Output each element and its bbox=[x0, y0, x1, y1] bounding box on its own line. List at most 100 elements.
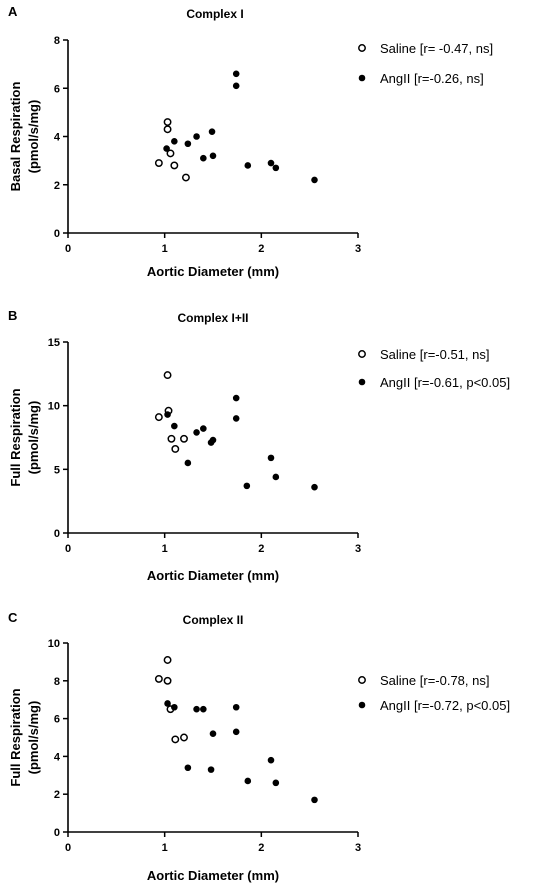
legend-saline-label: Saline [r= -0.47, ns] bbox=[380, 41, 493, 56]
x-tick-label: 2 bbox=[258, 243, 264, 255]
panel-b: B Complex I+II 0 5 10 15 0 1 2 3 Aortic Diameter (… bbox=[8, 308, 510, 583]
saline-point bbox=[180, 733, 188, 742]
angii-point bbox=[244, 777, 252, 785]
angii-point bbox=[193, 705, 200, 713]
x-tick-label: 0 bbox=[65, 842, 71, 854]
angii-point bbox=[232, 394, 240, 402]
angii-point bbox=[232, 703, 240, 711]
x-tick-label: 2 bbox=[258, 842, 264, 854]
legend-angii-marker bbox=[358, 74, 366, 82]
x-tick-label: 1 bbox=[162, 543, 168, 555]
chart-title: Complex I bbox=[186, 7, 243, 21]
angii-point bbox=[164, 411, 171, 418]
y-tick-label: 2 bbox=[54, 180, 60, 192]
angii-point bbox=[243, 482, 251, 490]
saline-point bbox=[163, 676, 172, 685]
saline-point bbox=[167, 434, 176, 443]
x-tick-label: 3 bbox=[355, 842, 361, 854]
angii-point bbox=[184, 764, 192, 772]
angii-point bbox=[207, 766, 215, 773]
y-tick-label: 5 bbox=[54, 464, 60, 476]
legend-saline-label: Saline [r=-0.51, ns] bbox=[380, 347, 489, 362]
x-tick-label: 1 bbox=[162, 842, 168, 854]
angii-point bbox=[171, 703, 178, 711]
angii-point bbox=[200, 154, 207, 162]
y-axis-label: Basal Respiration bbox=[8, 82, 23, 192]
y-tick-label: 2 bbox=[54, 789, 60, 801]
panel-letter: C bbox=[8, 610, 18, 625]
angii-point bbox=[200, 705, 207, 713]
saline-point bbox=[166, 149, 175, 158]
angii-point bbox=[184, 140, 192, 148]
panel-a: A Complex I 0 2 4 6 8 0 1 2 3 Aortic Diameter (mm) B… bbox=[8, 4, 493, 279]
y-tick-label: 10 bbox=[48, 401, 60, 413]
saline-point bbox=[163, 371, 172, 380]
legend-angii-label: AngII [r=-0.72, p<0.05] bbox=[380, 698, 510, 713]
x-axis-label: Aortic Diameter (mm) bbox=[147, 868, 279, 883]
y-tick-label: 6 bbox=[54, 83, 60, 95]
y-axis-label: Full Respiration bbox=[8, 688, 23, 786]
legend-angii-marker bbox=[358, 701, 366, 709]
y-axis-unit-label: (pmol/s/mg) bbox=[26, 100, 41, 174]
y-tick-label: 10 bbox=[48, 638, 60, 650]
saline-point bbox=[163, 656, 172, 664]
saline-point bbox=[171, 445, 180, 453]
saline-point bbox=[181, 173, 190, 182]
angii-point bbox=[232, 415, 240, 422]
angii-point bbox=[171, 138, 178, 145]
y-tick-label: 0 bbox=[54, 827, 60, 839]
panel-c: C Complex II 0 2 4 6 8 10 0 1 2 3 Aortic Diameter (m… bbox=[8, 610, 510, 883]
angii-point bbox=[193, 133, 200, 140]
saline-point bbox=[154, 159, 163, 167]
y-tick-label: 4 bbox=[54, 751, 61, 763]
angii-point bbox=[244, 162, 252, 169]
saline-point bbox=[163, 118, 172, 126]
angii-point bbox=[171, 422, 178, 430]
angii-point bbox=[311, 176, 318, 184]
angii-point bbox=[267, 159, 275, 167]
saline-point bbox=[154, 674, 163, 683]
x-tick-label: 3 bbox=[355, 543, 361, 555]
chart-title: Complex I+II bbox=[177, 311, 248, 325]
saline-point bbox=[154, 413, 163, 422]
saline-point bbox=[171, 735, 180, 744]
y-tick-label: 8 bbox=[54, 676, 60, 688]
saline-point bbox=[170, 161, 179, 170]
saline-point bbox=[163, 125, 172, 134]
y-tick-label: 15 bbox=[48, 337, 60, 349]
x-tick-label: 3 bbox=[355, 243, 361, 255]
angii-point bbox=[193, 429, 200, 436]
x-tick-label: 1 bbox=[162, 243, 168, 255]
legend-angii-label: AngII [r=-0.26, ns] bbox=[380, 71, 484, 86]
angii-point bbox=[209, 152, 217, 160]
x-tick-label: 0 bbox=[65, 543, 71, 555]
legend-angii-label: AngII [r=-0.61, p<0.05] bbox=[380, 375, 510, 390]
x-axis-label: Aortic Diameter (mm) bbox=[147, 568, 279, 583]
y-tick-label: 8 bbox=[54, 35, 60, 47]
angii-point bbox=[311, 483, 318, 491]
angii-point bbox=[272, 473, 280, 481]
y-axis-unit-label: (pmol/s/mg) bbox=[26, 701, 41, 775]
legend-saline-label: Saline [r=-0.78, ns] bbox=[380, 673, 489, 688]
angii-point bbox=[164, 700, 171, 707]
x-axis-label: Aortic Diameter (mm) bbox=[147, 264, 279, 279]
y-tick-label: 6 bbox=[54, 714, 60, 726]
angii-point bbox=[267, 454, 275, 462]
angii-point bbox=[272, 779, 280, 787]
angii-point bbox=[232, 70, 240, 78]
x-tick-label: 2 bbox=[258, 543, 264, 555]
angii-point bbox=[311, 796, 318, 804]
angii-point bbox=[272, 164, 280, 172]
legend-angii-marker bbox=[358, 378, 366, 386]
angii-point bbox=[267, 756, 275, 764]
angii-point bbox=[232, 82, 240, 90]
angii-point bbox=[184, 459, 192, 467]
angii-point bbox=[232, 728, 240, 736]
legend-saline-marker bbox=[358, 350, 366, 358]
angii-point bbox=[208, 128, 216, 135]
angii-point bbox=[209, 730, 217, 738]
y-tick-label: 0 bbox=[54, 528, 60, 540]
x-tick-label: 0 bbox=[65, 243, 71, 255]
angii-point bbox=[163, 145, 170, 152]
